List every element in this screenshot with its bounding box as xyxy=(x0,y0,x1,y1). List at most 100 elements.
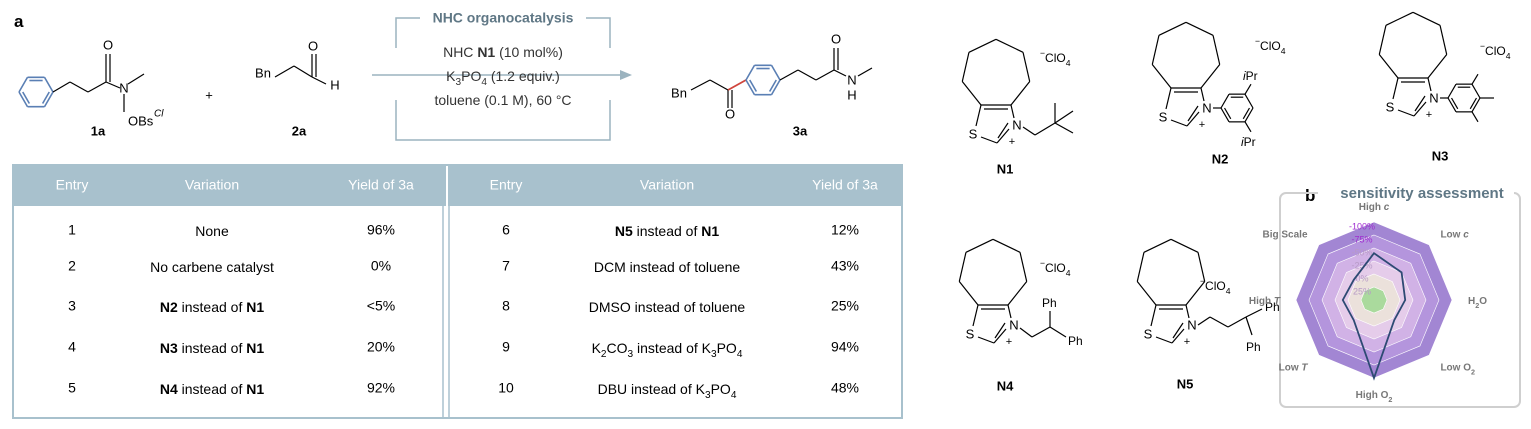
text-run: N3 xyxy=(160,340,178,356)
column-header: Variation xyxy=(640,177,694,193)
text-run: High xyxy=(1359,202,1384,213)
bond xyxy=(996,128,1010,144)
text-run: No carbene catalyst xyxy=(150,259,274,275)
atom-label: H xyxy=(330,77,339,92)
variation-cell: DMSO instead of toluene xyxy=(589,299,746,315)
substituent-label: iPr xyxy=(1243,69,1258,83)
bond xyxy=(1010,104,1015,119)
text-run: c xyxy=(1463,230,1469,241)
text-run: K xyxy=(446,68,456,84)
entry-cell: 3 xyxy=(68,298,76,314)
bond xyxy=(1224,107,1232,120)
text-run: NHC xyxy=(443,44,477,60)
yield-cell: 0% xyxy=(371,258,391,274)
bond xyxy=(961,52,970,82)
bond xyxy=(1427,77,1432,92)
bond xyxy=(1170,238,1199,253)
atom-label: S xyxy=(966,326,975,341)
text-run: 2 xyxy=(1475,301,1479,310)
atom-label: O xyxy=(308,38,318,53)
substituent-label: Ph xyxy=(1265,300,1280,314)
counterion: −ClO4 xyxy=(1480,41,1511,61)
bond xyxy=(1378,54,1399,79)
bond xyxy=(1447,97,1457,113)
text-run: ClO xyxy=(1485,44,1506,58)
bond xyxy=(1427,54,1448,79)
text-run: T xyxy=(1301,362,1308,373)
bond xyxy=(1447,83,1457,99)
text-run: (10 mol%) xyxy=(495,44,563,60)
text-run: 4 xyxy=(1066,268,1071,278)
text-run: N1 xyxy=(701,223,719,239)
bond xyxy=(1412,11,1441,26)
sensitivity-line xyxy=(1341,251,1407,381)
bond xyxy=(965,238,994,253)
bond xyxy=(797,69,817,81)
text-run: N1 xyxy=(246,299,264,315)
bond xyxy=(1414,95,1426,112)
bond xyxy=(1172,322,1184,339)
bond xyxy=(709,79,729,91)
bond xyxy=(1200,64,1221,89)
axis-label: H2O xyxy=(1468,296,1487,310)
table-frame xyxy=(12,164,903,419)
bond xyxy=(311,76,327,85)
column-header: Yield of 3a xyxy=(812,177,878,193)
bond xyxy=(1392,77,1399,100)
text-run: CO xyxy=(607,340,628,356)
bond xyxy=(1022,126,1036,136)
catalyst-label: N1 xyxy=(997,161,1014,176)
text-run: N2 xyxy=(160,299,178,315)
bond xyxy=(1007,304,1012,319)
bond xyxy=(1220,93,1230,109)
bond xyxy=(1136,252,1145,282)
text-run: Pr xyxy=(1244,135,1256,149)
atom-label: N xyxy=(1012,117,1021,132)
bond xyxy=(1185,281,1206,306)
bond xyxy=(958,281,979,306)
text-run: instead of xyxy=(178,381,247,397)
atom-label: N xyxy=(1187,317,1196,332)
text-run: 2 xyxy=(601,349,607,360)
atom-label: N xyxy=(1202,100,1211,115)
text-run: ClO xyxy=(1260,39,1281,53)
bond xyxy=(43,91,54,108)
bond xyxy=(992,238,1021,253)
catalyst-label: N5 xyxy=(1177,376,1194,391)
bond xyxy=(1227,316,1247,328)
yield-cell: 48% xyxy=(831,380,859,396)
text-run: toluene (0.1 M), 60 °C xyxy=(434,92,571,108)
text-run: DBU instead of K xyxy=(598,381,706,397)
bond xyxy=(749,79,758,92)
entry-cell: 6 xyxy=(502,222,510,238)
atom-label: O xyxy=(725,106,735,121)
bond xyxy=(1471,97,1481,113)
text-run: Pr xyxy=(1246,69,1258,83)
substituent-label: Ph xyxy=(1068,334,1083,348)
atom-label: O xyxy=(831,31,841,46)
text-run: 4 xyxy=(481,77,487,88)
text-run: c xyxy=(1384,202,1390,213)
yield-cell: 12% xyxy=(831,222,859,238)
text-run: ClO xyxy=(1205,279,1226,293)
bond xyxy=(857,67,873,77)
bond xyxy=(1165,87,1172,110)
yield-cell: <5% xyxy=(367,298,395,314)
axis-label: Low O2 xyxy=(1440,362,1475,376)
bond xyxy=(18,76,29,93)
plus-sign: + xyxy=(205,87,213,102)
bond xyxy=(1242,107,1250,120)
ring-label: 25% xyxy=(1353,286,1371,296)
text-run: Big Scale xyxy=(1263,230,1308,241)
bond xyxy=(1187,105,1199,122)
text-run: 4 xyxy=(1066,58,1071,68)
yield-cell: 43% xyxy=(831,258,859,274)
bond xyxy=(779,69,799,81)
bond xyxy=(980,136,998,144)
text-run: PO xyxy=(717,340,737,356)
bond xyxy=(1244,83,1252,95)
bond xyxy=(972,304,979,327)
text-run: 2 xyxy=(1388,395,1392,404)
text-run: N1 xyxy=(246,340,264,356)
